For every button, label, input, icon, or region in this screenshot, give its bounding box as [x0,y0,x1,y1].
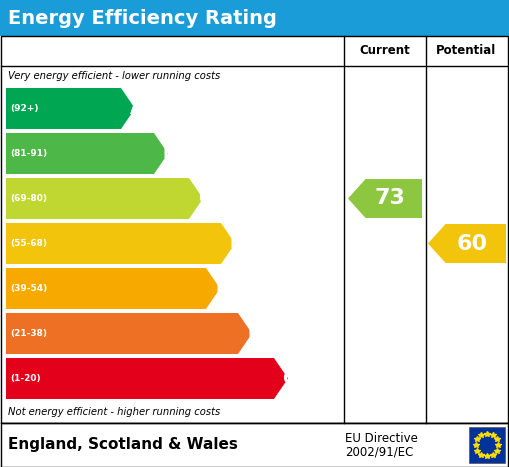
Polygon shape [428,224,506,263]
Polygon shape [6,268,220,309]
Bar [1,36,508,423]
Polygon shape [348,179,422,218]
Polygon shape [6,178,203,219]
Text: Not energy efficient - higher running costs: Not energy efficient - higher running co… [8,407,220,417]
Text: (1-20): (1-20) [10,374,41,383]
Text: B: B [163,144,175,163]
Text: (21-38): (21-38) [10,329,47,338]
Text: F: F [247,325,259,342]
Text: EU Directive: EU Directive [345,432,418,446]
Text: (92+): (92+) [10,104,39,113]
Text: (55-68): (55-68) [10,239,47,248]
Text: D: D [229,234,243,253]
Polygon shape [6,313,252,354]
Polygon shape [6,133,168,174]
Text: 73: 73 [375,189,406,208]
Text: A: A [130,99,143,118]
Text: Current: Current [360,44,410,57]
Polygon shape [6,223,235,264]
Text: 60: 60 [457,234,488,254]
Bar [1,423,508,467]
Text: Energy Efficiency Rating: Energy Efficiency Rating [8,8,277,28]
Bar [469,427,505,463]
Polygon shape [6,358,288,399]
Bar [0,0,509,36]
Polygon shape [6,88,135,129]
Text: G: G [282,369,296,388]
Text: Very energy efficient - lower running costs: Very energy efficient - lower running co… [8,71,220,81]
Text: E: E [215,280,227,297]
Text: (39-54): (39-54) [10,284,47,293]
Text: Potential: Potential [436,44,497,57]
Text: England, Scotland & Wales: England, Scotland & Wales [8,438,238,453]
Text: (81-91): (81-91) [10,149,47,158]
Text: 2002/91/EC: 2002/91/EC [345,446,413,459]
Text: C: C [198,190,210,207]
Text: (69-80): (69-80) [10,194,47,203]
